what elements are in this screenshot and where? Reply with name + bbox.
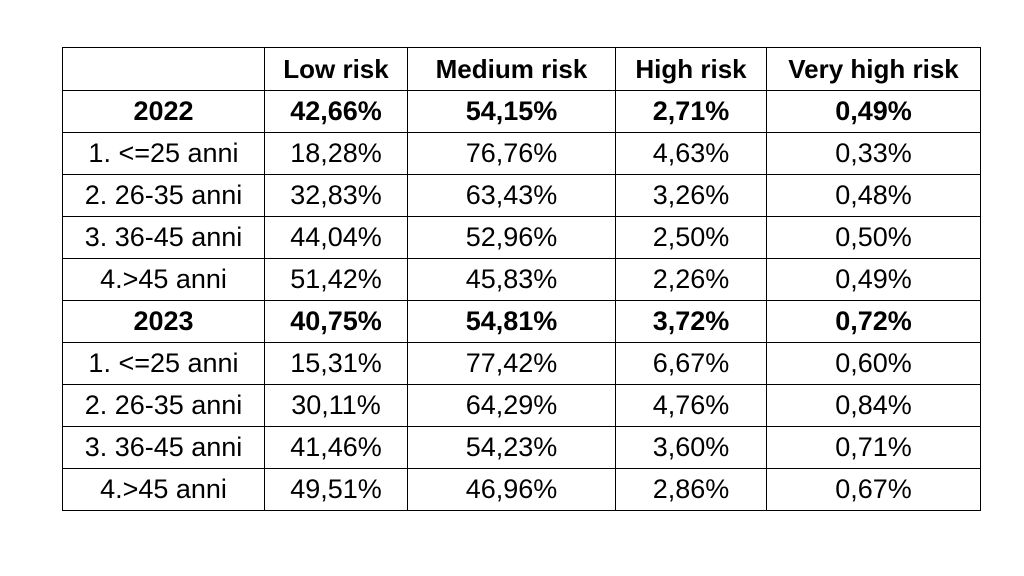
- low-risk-cell: 40,75%: [264, 300, 408, 343]
- low-risk-cell: 41,46%: [264, 426, 408, 469]
- table-row: 3. 36-45 anni 41,46% 54,23% 3,60% 0,71%: [62, 426, 981, 469]
- header-cell-high-risk: High risk: [615, 47, 767, 91]
- high-risk-cell: 2,86%: [615, 468, 767, 511]
- row-label: 2. 26-35 anni: [62, 384, 265, 427]
- table-row: 4.>45 anni 49,51% 46,96% 2,86% 0,67%: [62, 468, 981, 511]
- table-row: 2. 26-35 anni 32,83% 63,43% 3,26% 0,48%: [62, 174, 981, 217]
- medium-risk-cell: 54,15%: [407, 90, 616, 133]
- medium-risk-cell: 77,42%: [407, 342, 616, 385]
- row-label: 4.>45 anni: [62, 468, 265, 511]
- group-row: 2023 40,75% 54,81% 3,72% 0,72%: [62, 300, 981, 343]
- very-high-risk-cell: 0,84%: [766, 384, 981, 427]
- table-row: 1. <=25 anni 18,28% 76,76% 4,63% 0,33%: [62, 132, 981, 175]
- row-label: 1. <=25 anni: [62, 342, 265, 385]
- table-row: 1. <=25 anni 15,31% 77,42% 6,67% 0,60%: [62, 342, 981, 385]
- high-risk-cell: 3,60%: [615, 426, 767, 469]
- low-risk-cell: 15,31%: [264, 342, 408, 385]
- row-label: 3. 36-45 anni: [62, 426, 265, 469]
- low-risk-cell: 30,11%: [264, 384, 408, 427]
- high-risk-cell: 3,26%: [615, 174, 767, 217]
- row-label: 2. 26-35 anni: [62, 174, 265, 217]
- high-risk-cell: 4,63%: [615, 132, 767, 175]
- table-row: 2. 26-35 anni 30,11% 64,29% 4,76% 0,84%: [62, 384, 981, 427]
- header-cell-low-risk: Low risk: [264, 47, 408, 91]
- very-high-risk-cell: 0,67%: [766, 468, 981, 511]
- very-high-risk-cell: 0,49%: [766, 258, 981, 301]
- very-high-risk-cell: 0,50%: [766, 216, 981, 259]
- medium-risk-cell: 45,83%: [407, 258, 616, 301]
- low-risk-cell: 49,51%: [264, 468, 408, 511]
- medium-risk-cell: 46,96%: [407, 468, 616, 511]
- header-cell-very-high-risk: Very high risk: [766, 47, 981, 91]
- very-high-risk-cell: 0,71%: [766, 426, 981, 469]
- medium-risk-cell: 64,29%: [407, 384, 616, 427]
- medium-risk-cell: 76,76%: [407, 132, 616, 175]
- group-year-label: 2022: [62, 90, 265, 133]
- risk-table: Low risk Medium risk High risk Very high…: [62, 47, 981, 511]
- header-cell-empty: [62, 47, 265, 91]
- medium-risk-cell: 54,81%: [407, 300, 616, 343]
- header-cell-medium-risk: Medium risk: [407, 47, 616, 91]
- high-risk-cell: 4,76%: [615, 384, 767, 427]
- high-risk-cell: 2,26%: [615, 258, 767, 301]
- high-risk-cell: 6,67%: [615, 342, 767, 385]
- low-risk-cell: 42,66%: [264, 90, 408, 133]
- medium-risk-cell: 52,96%: [407, 216, 616, 259]
- row-label: 4.>45 anni: [62, 258, 265, 301]
- very-high-risk-cell: 0,60%: [766, 342, 981, 385]
- very-high-risk-cell: 0,49%: [766, 90, 981, 133]
- low-risk-cell: 51,42%: [264, 258, 408, 301]
- very-high-risk-cell: 0,33%: [766, 132, 981, 175]
- low-risk-cell: 18,28%: [264, 132, 408, 175]
- low-risk-cell: 44,04%: [264, 216, 408, 259]
- group-row: 2022 42,66% 54,15% 2,71% 0,49%: [62, 90, 981, 133]
- high-risk-cell: 3,72%: [615, 300, 767, 343]
- table-body: 2022 42,66% 54,15% 2,71% 0,49% 1. <=25 anni 18…: [62, 90, 981, 511]
- very-high-risk-cell: 0,72%: [766, 300, 981, 343]
- high-risk-cell: 2,50%: [615, 216, 767, 259]
- row-label: 1. <=25 anni: [62, 132, 265, 175]
- medium-risk-cell: 54,23%: [407, 426, 616, 469]
- medium-risk-cell: 63,43%: [407, 174, 616, 217]
- table-row: 3. 36-45 anni 44,04% 52,96% 2,50% 0,50%: [62, 216, 981, 259]
- row-label: 3. 36-45 anni: [62, 216, 265, 259]
- table-row: 4.>45 anni 51,42% 45,83% 2,26% 0,49%: [62, 258, 981, 301]
- high-risk-cell: 2,71%: [615, 90, 767, 133]
- group-year-label: 2023: [62, 300, 265, 343]
- header-row: Low risk Medium risk High risk Very high…: [62, 47, 981, 91]
- very-high-risk-cell: 0,48%: [766, 174, 981, 217]
- low-risk-cell: 32,83%: [264, 174, 408, 217]
